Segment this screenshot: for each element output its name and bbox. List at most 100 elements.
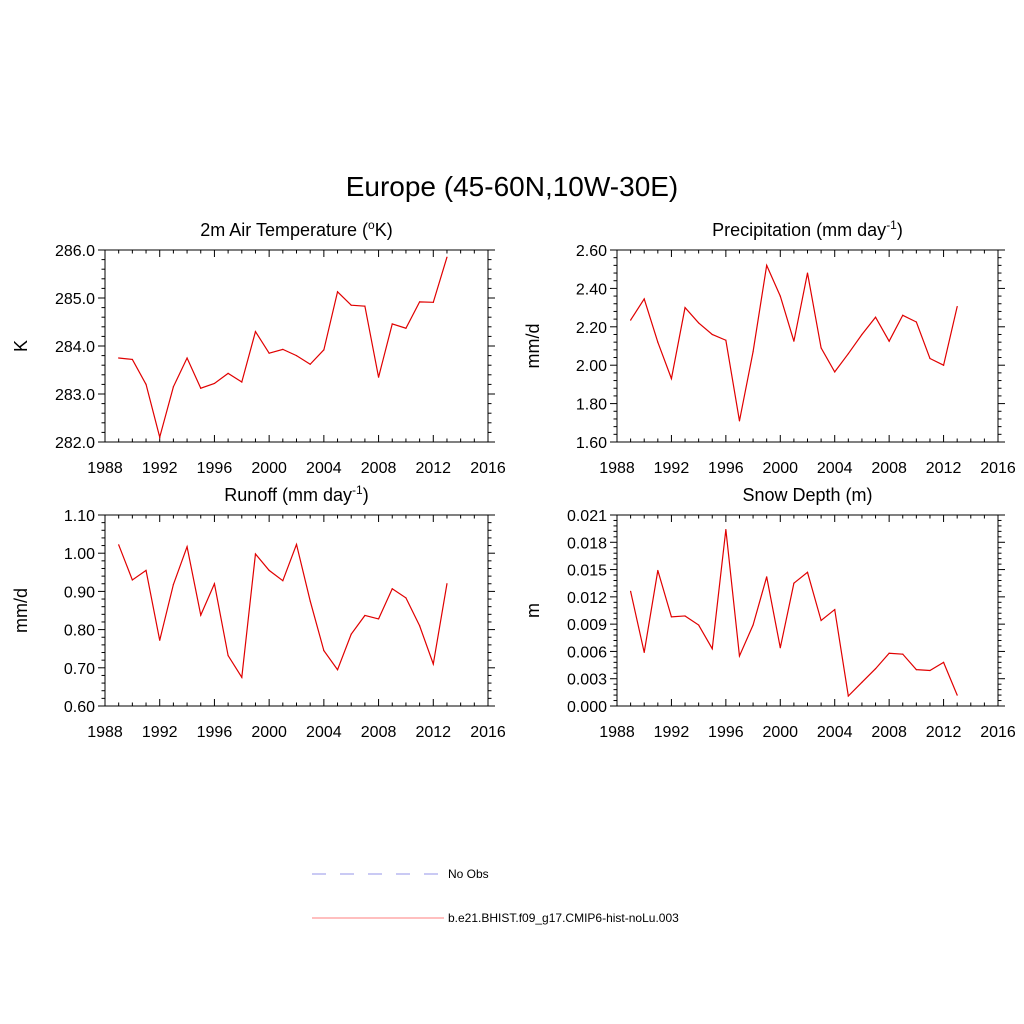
data-point: [131, 358, 133, 361]
data-point: [350, 304, 352, 306]
data-point: [956, 306, 958, 308]
x-tick-label: 2000: [762, 724, 798, 741]
data-point: [684, 615, 686, 617]
figure-title: Europe (45-60N,10W-30E): [346, 171, 679, 202]
data-point: [820, 347, 822, 349]
data-point: [725, 339, 727, 341]
data-point: [336, 669, 339, 671]
data-point: [172, 583, 174, 586]
data-point: [200, 614, 202, 616]
data-point: [446, 583, 448, 585]
data-point: [779, 295, 781, 297]
data-point: [657, 569, 659, 572]
data-point: [364, 614, 366, 617]
legend-label-model: b.e21.BHIST.f09_g17.CMIP6-hist-noLu.003: [448, 911, 679, 925]
data-point: [350, 633, 352, 635]
data-point: [200, 387, 202, 389]
data-point: [295, 355, 298, 357]
x-tick-label: 2012: [926, 724, 962, 741]
x-tick-label: 2008: [871, 724, 907, 741]
data-point: [295, 543, 298, 546]
y-tick-label: 0.60: [64, 699, 95, 716]
data-point: [364, 305, 366, 307]
x-tick-label: 2016: [470, 460, 506, 477]
y-tick-label: 0.000: [567, 699, 607, 716]
panel-2: 1988 1992 1996 2000 2004 2008 2012 2016 1.60 1.80…: [523, 218, 1016, 477]
data-point: [806, 571, 809, 573]
y-tick-label: 0.80: [64, 623, 95, 640]
data-point: [698, 624, 700, 626]
data-point: [915, 669, 917, 671]
data-point: [227, 372, 229, 374]
plot-frame: [104, 249, 489, 443]
data-point: [861, 681, 863, 683]
series-line: [630, 529, 958, 698]
y-tick-label: 284.0: [55, 339, 95, 356]
panels: 1988 1992 1996 2000 2004 2008 2012 2016 282.0 283…: [11, 218, 1016, 741]
data-point: [956, 694, 958, 696]
y-tick-label: 1.00: [64, 546, 95, 563]
x-tick-label: 2016: [980, 724, 1016, 741]
y-tick-label: 0.009: [567, 617, 607, 634]
data-point: [888, 340, 890, 342]
y-tick-label: 0.70: [64, 661, 95, 678]
data-point: [793, 340, 795, 342]
x-tick-label: 2008: [361, 724, 397, 741]
x-tick-label: 1992: [142, 724, 178, 741]
data-point: [779, 647, 781, 649]
y-tick-label: 0.015: [567, 563, 607, 580]
panel-title: Snow Depth (m): [742, 485, 872, 505]
data-point: [752, 351, 754, 353]
x-tick-label: 1988: [599, 724, 635, 741]
y-axis-label: mm/d: [523, 324, 543, 369]
x-tick-label: 1992: [142, 460, 178, 477]
data-point: [874, 668, 877, 670]
data-point: [766, 576, 768, 578]
data-point: [738, 420, 741, 422]
legend: No Obs b.e21.BHIST.f09_g17.CMIP6-hist-no…: [312, 867, 679, 925]
data-point: [377, 376, 380, 378]
x-tick-label: 2000: [762, 460, 798, 477]
data-point: [738, 655, 741, 657]
data-point: [670, 378, 673, 380]
data-point: [643, 651, 645, 653]
data-point: [657, 341, 659, 343]
data-point: [929, 669, 931, 672]
data-point: [159, 436, 161, 438]
data-point: [942, 364, 945, 366]
data-point: [131, 579, 133, 581]
x-tick-label: 1988: [87, 724, 123, 741]
x-tick-label: 1996: [708, 724, 744, 741]
data-point: [643, 298, 645, 300]
x-tick-label: 1992: [654, 724, 690, 741]
x-tick-label: 1996: [197, 460, 233, 477]
y-tick-label: 1.80: [576, 397, 607, 414]
data-point: [282, 348, 284, 350]
x-tick-label: 2004: [817, 724, 853, 741]
data-point: [929, 357, 931, 360]
data-point: [118, 544, 120, 546]
data-point: [902, 653, 904, 655]
data-point: [419, 301, 421, 303]
series-line: [118, 257, 448, 440]
x-tick-label: 1996: [708, 460, 744, 477]
data-point: [336, 291, 339, 293]
x-tick-label: 1988: [599, 460, 635, 477]
data-point: [793, 582, 795, 584]
data-point: [698, 322, 700, 324]
data-point: [377, 618, 380, 620]
data-point: [834, 371, 836, 373]
panel-1: 1988 1992 1996 2000 2004 2008 2012 2016 282.0 283…: [11, 218, 506, 477]
data-point: [432, 663, 434, 665]
y-tick-label: 0.006: [567, 644, 607, 661]
x-tick-label: 1992: [654, 460, 690, 477]
data-point: [711, 648, 713, 650]
data-point: [405, 597, 407, 599]
data-point: [670, 616, 673, 618]
data-point: [213, 382, 216, 385]
y-tick-label: 285.0: [55, 291, 95, 308]
series-line: [630, 263, 958, 421]
y-tick-label: 2.00: [576, 358, 607, 375]
data-point: [806, 272, 809, 274]
